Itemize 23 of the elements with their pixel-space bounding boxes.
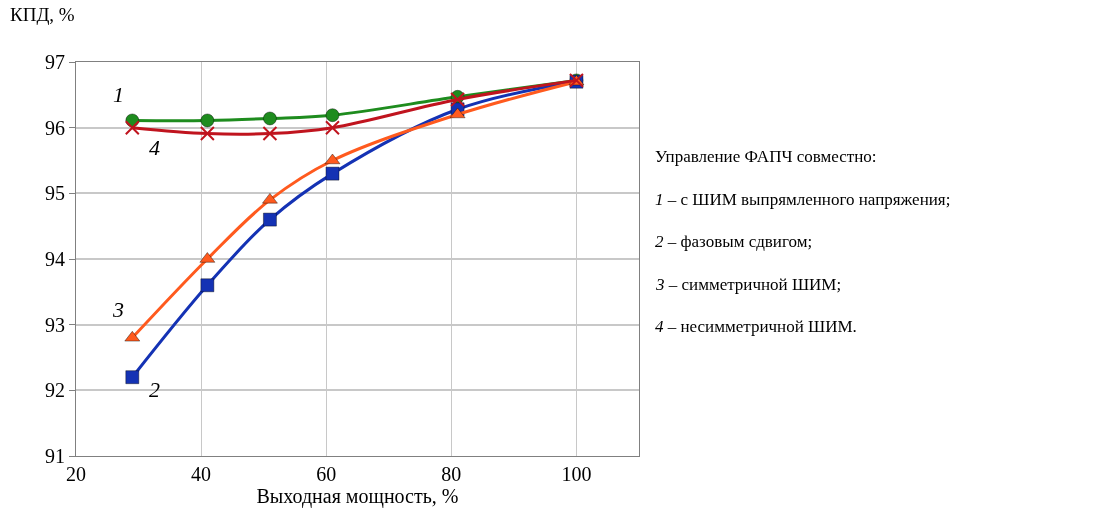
y-axis-title: КПД, % <box>10 4 75 25</box>
x-tick-label: 40 <box>191 463 212 485</box>
y-tick-label: 95 <box>45 182 65 205</box>
series-label: 2 <box>149 377 160 402</box>
series-label: 4 <box>149 135 160 160</box>
y-tick-label: 96 <box>45 116 65 139</box>
y-tick-label: 94 <box>45 248 65 270</box>
series-label: 1 <box>113 82 124 107</box>
x-tick-label: 80 <box>441 463 462 485</box>
y-tick-label: 97 <box>45 51 65 73</box>
y-tick-label: 93 <box>45 313 65 336</box>
text: 2 – фазовым сдвигом; <box>655 232 813 251</box>
text: 4 – несимметричной ШИМ. <box>655 317 857 336</box>
text: Управление ФАПЧ совместно: <box>655 147 877 166</box>
x-tick-label: 20 <box>66 463 86 485</box>
x-axis-title: Выходная мощность, % <box>256 485 459 508</box>
series-label: 3 <box>112 297 124 322</box>
y-tick-label: 91 <box>45 445 65 467</box>
text: 1 – с ШИМ выпрямленного напряжения; <box>655 190 951 209</box>
text: 3 – симметричной ШИМ; <box>655 275 842 294</box>
x-tick-label: 60 <box>316 463 337 485</box>
x-tick-label: 100 <box>561 463 592 485</box>
y-tick-label: 92 <box>45 379 65 402</box>
